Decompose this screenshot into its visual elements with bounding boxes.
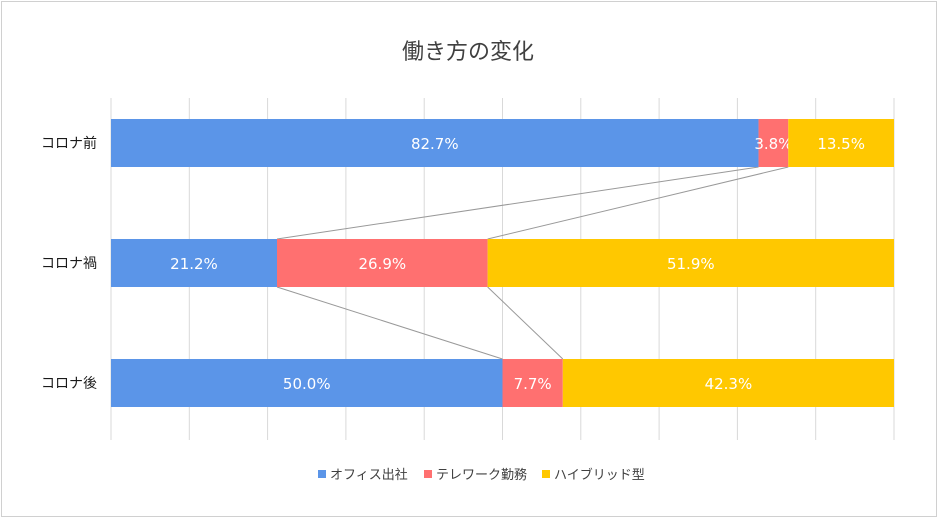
legend: オフィス出社 テレワーク勤務 ハイブリッド型 xyxy=(318,467,645,483)
bar-segment xyxy=(502,359,563,407)
bar-segment xyxy=(111,119,759,167)
legend-swatch xyxy=(424,470,432,478)
data-label: 13.5% xyxy=(817,135,865,153)
bar-segment xyxy=(111,359,503,407)
bars: 82.7% 3.8% 13.5% 21.2% 26.9% 51.9% 50.0% 7.7% 42… xyxy=(111,119,894,407)
series-line xyxy=(276,286,503,360)
legend-label: テレワーク勤務 xyxy=(436,468,527,483)
data-label: 3.8% xyxy=(754,135,792,153)
legend-swatch xyxy=(542,470,550,478)
data-label: 50.0% xyxy=(283,375,331,393)
bar-segment xyxy=(111,239,277,287)
data-label: 7.7% xyxy=(514,375,552,393)
legend-label: オフィス出社 xyxy=(330,467,408,483)
data-label: 42.3% xyxy=(705,375,753,393)
bar-segment xyxy=(562,359,894,407)
bar-segment xyxy=(788,119,894,167)
bar-segment xyxy=(758,119,789,167)
series-line xyxy=(276,166,759,240)
category-label: コロナ前 xyxy=(41,135,97,152)
chart-title: 働き方の変化 xyxy=(402,40,534,65)
bar-segment xyxy=(487,239,894,287)
data-label: 82.7% xyxy=(411,135,459,153)
series-line xyxy=(487,166,789,240)
data-label: 21.2% xyxy=(170,255,218,273)
category-label: コロナ禍 xyxy=(41,256,97,272)
series-lines xyxy=(276,166,789,360)
legend-swatch xyxy=(318,470,326,478)
data-label: 26.9% xyxy=(358,255,406,273)
legend-label: ハイブリッド型 xyxy=(554,467,645,483)
bar-segment xyxy=(276,239,488,287)
data-label: 51.9% xyxy=(667,255,715,273)
series-line xyxy=(487,286,564,360)
category-label: コロナ後 xyxy=(41,376,97,392)
